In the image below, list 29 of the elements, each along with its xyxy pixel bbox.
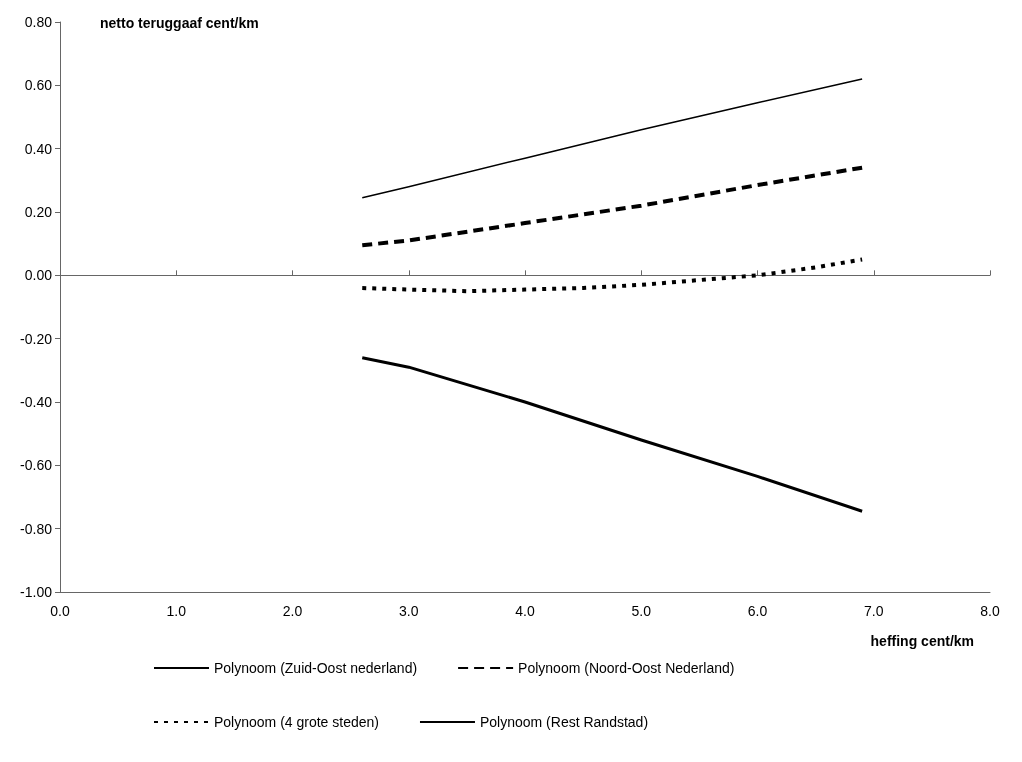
x-tick-label: 5.0: [631, 603, 652, 619]
legend-label: Polynoom (Zuid-Oost nederland): [214, 660, 418, 676]
x-tick-label: 1.0: [166, 603, 187, 619]
legend-label: Polynoom (Rest Randstad): [479, 714, 649, 730]
x-tick-label: 0.0: [50, 603, 70, 619]
x-tick-label: 3.0: [399, 603, 419, 619]
legend-label: Polynoom (Noord-Oost Nederland): [518, 660, 735, 676]
y-tick-label: 0.40: [24, 140, 53, 157]
x-tick-label: 6.0: [747, 603, 768, 619]
x-tick-label: 4.0: [515, 603, 535, 619]
y-axis-title: netto teruggaaf cent/km: [100, 15, 259, 31]
line-series: [361, 78, 863, 199]
x-axis-title: heffing cent/km: [870, 633, 975, 649]
x-tick-label: 2.0: [282, 603, 303, 619]
line-series: [360, 165, 865, 248]
line-series: [360, 356, 864, 513]
y-tick-label: 0.20: [24, 204, 53, 220]
y-tick-label: -0.20: [20, 330, 53, 347]
y-tick-label: -1.00: [20, 584, 53, 600]
y-tick-label: 0.80: [24, 14, 53, 30]
y-tick-label: 0.00: [24, 267, 53, 284]
line-series: [360, 257, 865, 294]
y-tick-label: -0.80: [20, 520, 53, 537]
x-tick-label: 7.0: [864, 603, 884, 619]
x-tick-label: 8.0: [980, 603, 1000, 619]
y-tick-label: 0.60: [24, 77, 53, 94]
y-tick-label: -0.40: [20, 394, 53, 410]
y-tick-label: -0.60: [20, 457, 53, 474]
legend-label: Polynoom (4 grote steden): [214, 714, 379, 730]
